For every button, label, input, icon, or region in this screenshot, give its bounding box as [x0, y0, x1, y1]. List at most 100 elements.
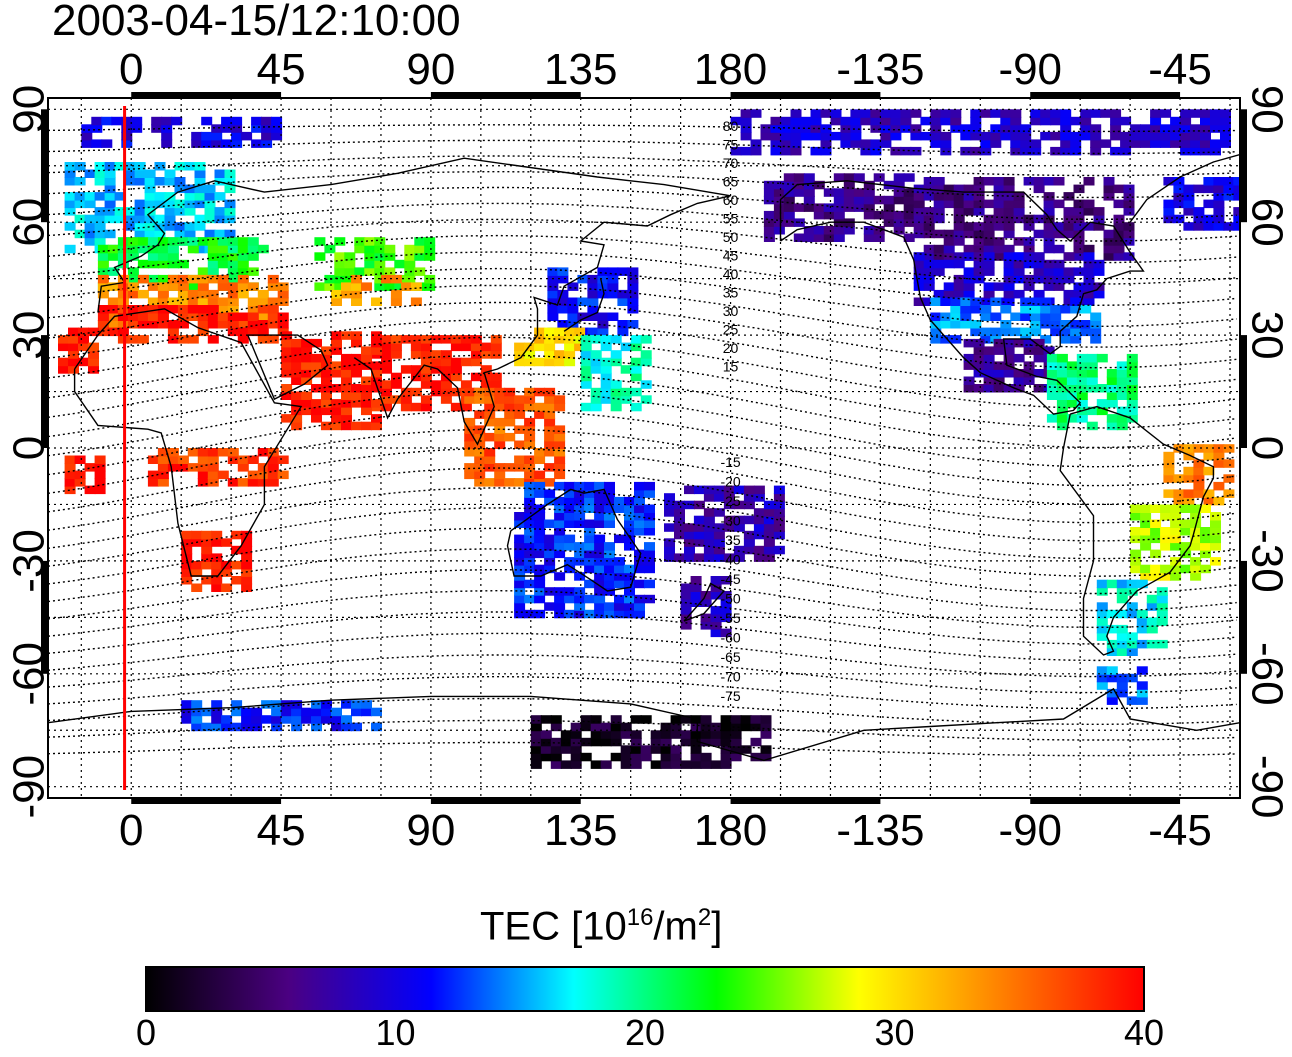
tec-cell [1096, 602, 1108, 611]
tec-cell [277, 470, 289, 480]
tec-cell [174, 177, 186, 186]
tec-cell [544, 387, 556, 397]
tec-cell [1040, 305, 1052, 314]
tec-cell [640, 380, 652, 389]
tec-cell [1180, 527, 1192, 536]
tec-cell [371, 722, 382, 732]
tec-cell [544, 564, 556, 574]
tec-cell [1173, 177, 1185, 186]
magnetic-latitude-label: 30 [723, 303, 739, 319]
tec-cell [1203, 466, 1215, 476]
tec-cell [147, 237, 159, 246]
tec-cell [177, 463, 189, 472]
tec-cell [207, 478, 219, 487]
tec-cell [544, 440, 556, 449]
tec-cell [830, 116, 842, 126]
tec-cell [430, 350, 442, 359]
tec-cell [1053, 267, 1065, 276]
tec-cell [97, 312, 109, 321]
tec-cell [950, 312, 962, 321]
tec-cell [933, 244, 945, 254]
tec-cell [261, 715, 273, 724]
tec-cell [970, 124, 982, 133]
tec-cell [1096, 399, 1108, 408]
tec-cell [720, 752, 732, 762]
tec-cell [221, 124, 233, 133]
tec-cell [1150, 504, 1162, 513]
tec-cell [570, 760, 582, 769]
tec-cell [420, 365, 432, 374]
tec-cell [1183, 199, 1195, 209]
tec-cell [504, 417, 516, 427]
magnetic-latitude-contour [48, 548, 1237, 612]
tec-cell [1046, 361, 1058, 370]
tec-cell [900, 146, 912, 156]
tec-cell [1116, 594, 1128, 604]
magnetic-latitude-label: -45 [720, 571, 740, 587]
tec-cell [134, 222, 146, 231]
tec-cell [1030, 327, 1042, 337]
magnetic-latitude-contour [48, 354, 1237, 429]
tec-cell [321, 353, 332, 363]
tec-cell [207, 312, 219, 321]
tec-cell [980, 139, 992, 148]
tec-cell [990, 124, 1002, 133]
tec-region-pacific-west [580, 335, 652, 412]
tec-cell [1220, 139, 1231, 148]
tec-cell [414, 267, 426, 276]
tec-cell [440, 395, 452, 404]
tec-cell [94, 222, 106, 231]
tec-cell [950, 320, 962, 329]
magnetic-latitude-label: 50 [723, 229, 739, 245]
tec-cell [227, 289, 239, 299]
tec-cell [594, 609, 606, 619]
tec-cell [630, 730, 642, 739]
tec-cell [983, 282, 995, 291]
tec-cell [247, 244, 259, 254]
tec-cell [214, 229, 226, 239]
tec-cell [1156, 587, 1168, 596]
tec-cell [1213, 192, 1225, 201]
tec-cell [1096, 632, 1108, 641]
tec-cell [900, 109, 912, 118]
tec-cell [1070, 297, 1082, 306]
tec-cell [331, 289, 342, 299]
tec-cell [504, 478, 516, 487]
tec-cell [594, 602, 606, 611]
tec-cell [384, 282, 396, 291]
tec-cell [1170, 519, 1182, 528]
tec-cell [1043, 192, 1055, 201]
tec-cell [1043, 222, 1055, 231]
tec-cell [440, 357, 452, 367]
tec-cell [221, 583, 233, 592]
tec-cell [763, 180, 775, 190]
magnetic-latitude-label: -60 [720, 630, 740, 646]
tec-cell [1083, 297, 1095, 306]
tec-cell [670, 745, 682, 754]
tec-cell [973, 207, 985, 216]
magnetic-latitude-label: -65 [720, 649, 740, 665]
tec-cell [1140, 534, 1152, 544]
tec-cell [1183, 222, 1195, 231]
tec-cell [620, 730, 632, 739]
tec-cell [1003, 267, 1015, 276]
tec-cell [194, 222, 206, 231]
tec-cell [237, 312, 249, 321]
tec-cell [1233, 192, 1240, 201]
tec-cell [1063, 267, 1075, 276]
tec-cell [164, 214, 176, 224]
tec-cell [1183, 466, 1195, 476]
tec-cell [913, 282, 925, 291]
tec-cell [913, 199, 925, 209]
tec-cell [943, 192, 955, 201]
tec-cell [574, 496, 586, 506]
tec-cell [674, 508, 685, 517]
tec-cell [420, 395, 432, 404]
magnetic-latitude-contour [48, 267, 1237, 327]
tec-cell [524, 512, 536, 521]
tec-cell [610, 730, 622, 739]
tec-cell [237, 289, 249, 299]
tec-cell [534, 579, 546, 589]
tec-cell [730, 146, 742, 156]
tec-cell [763, 188, 775, 197]
